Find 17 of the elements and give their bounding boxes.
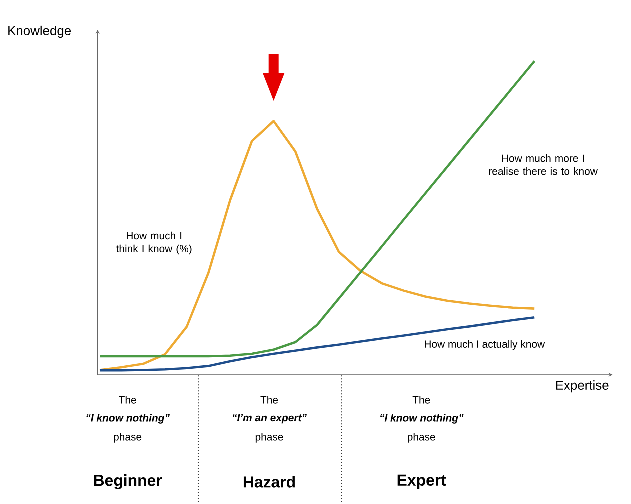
text: “I’m an expert” <box>232 414 307 424</box>
text: How much more I realise there is to know <box>489 154 598 176</box>
series-label: How much I actually know <box>425 340 546 350</box>
text: “I know nothing” <box>380 414 464 424</box>
text: Beginner <box>94 474 162 490</box>
y-axis-title: Knowledge <box>8 26 72 38</box>
text: Hazard <box>244 476 296 488</box>
text: Expert <box>398 474 446 490</box>
text: phase <box>408 433 436 443</box>
text: phase <box>256 433 284 443</box>
text: “I know nothing” <box>86 414 170 424</box>
text: phase <box>114 433 142 443</box>
text: The <box>260 396 278 404</box>
text: How much I think I know (%) <box>116 232 192 255</box>
text: The <box>412 396 430 404</box>
x-axis-title: Expertise <box>556 380 609 393</box>
text: The <box>119 396 136 404</box>
